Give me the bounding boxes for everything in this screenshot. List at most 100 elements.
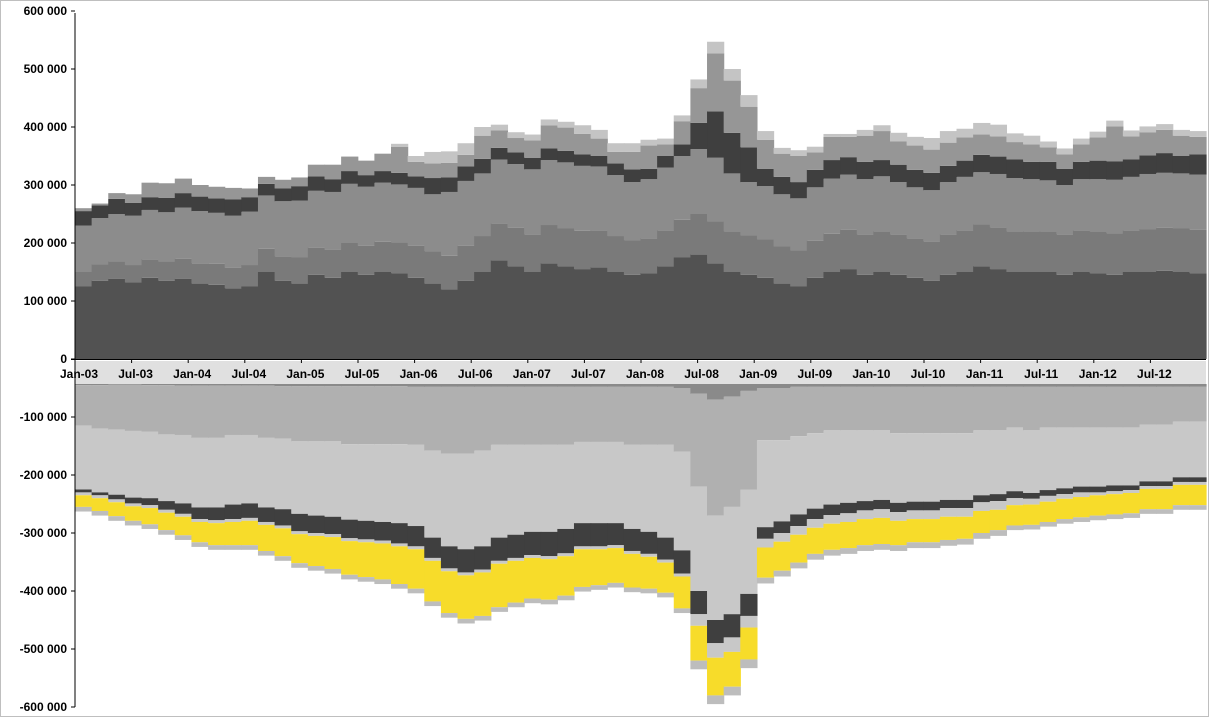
positive-bar-segment bbox=[573, 133, 592, 155]
positive-bar-segment bbox=[923, 138, 941, 150]
positive-bar-segment bbox=[673, 115, 691, 122]
positive-bar-segment bbox=[806, 169, 825, 188]
positive-bar-segment bbox=[124, 194, 143, 203]
positive-bar-segment bbox=[75, 208, 93, 212]
negative-bar-segment bbox=[307, 384, 326, 387]
negative-bar-segment bbox=[224, 504, 242, 520]
positive-bar-segment bbox=[224, 288, 242, 359]
positive-bar-segment bbox=[1089, 131, 1107, 138]
negative-bar-segment bbox=[590, 546, 608, 550]
negative-bar-segment bbox=[457, 453, 475, 550]
y-tick-label: 300 000 bbox=[24, 178, 68, 192]
positive-bar-segment bbox=[956, 176, 974, 231]
positive-bar-segment bbox=[490, 260, 509, 359]
positive-bar-segment bbox=[1122, 159, 1141, 177]
negative-bar-segment bbox=[291, 563, 309, 568]
negative-bar-segment bbox=[840, 521, 858, 549]
negative-bar-segment bbox=[274, 525, 292, 529]
positive-bar-segment bbox=[573, 269, 592, 359]
negative-bar-segment bbox=[1106, 491, 1124, 495]
positive-bar-segment bbox=[823, 178, 841, 234]
positive-bar-segment bbox=[208, 263, 226, 285]
positive-bar-segment bbox=[357, 175, 375, 187]
positive-bar-segment bbox=[158, 261, 176, 281]
positive-bar-segment bbox=[673, 156, 691, 220]
positive-bar-segment bbox=[224, 267, 242, 289]
negative-bar-segment bbox=[623, 444, 642, 529]
negative-bar-segment bbox=[124, 497, 143, 504]
positive-bar-segment bbox=[1039, 231, 1057, 272]
negative-bar-segment bbox=[391, 384, 409, 387]
negative-bar-segment bbox=[773, 541, 791, 571]
negative-bar-segment bbox=[474, 546, 492, 570]
positive-bar-segment bbox=[407, 156, 425, 162]
negative-bar-segment bbox=[573, 546, 592, 550]
negative-bar-segment bbox=[1156, 386, 1174, 425]
negative-bar-segment bbox=[973, 386, 991, 431]
negative-bar-segment bbox=[1172, 481, 1190, 485]
positive-bar-segment bbox=[540, 225, 558, 264]
negative-bar-segment bbox=[873, 499, 891, 510]
positive-bar-segment bbox=[889, 141, 908, 165]
negative-bar-segment bbox=[707, 515, 725, 620]
negative-bar-segment bbox=[257, 524, 276, 551]
negative-bar-segment bbox=[640, 553, 658, 557]
negative-bar-segment bbox=[191, 519, 209, 522]
x-tick-label: Jan-07 bbox=[513, 367, 551, 381]
positive-bar-segment bbox=[457, 180, 475, 246]
negative-bar-segment bbox=[640, 588, 658, 594]
negative-bar-segment bbox=[989, 530, 1008, 536]
negative-bar-segment bbox=[1056, 519, 1074, 524]
positive-bar-segment bbox=[1006, 178, 1024, 232]
negative-bar-segment bbox=[673, 388, 691, 452]
positive-bar-segment bbox=[740, 95, 758, 107]
positive-bar-segment bbox=[906, 169, 924, 188]
positive-bar-segment bbox=[956, 137, 974, 161]
positive-bar-segment bbox=[889, 182, 908, 235]
positive-bar-segment bbox=[923, 280, 941, 359]
negative-bar-segment bbox=[989, 386, 1008, 431]
negative-bar-segment bbox=[640, 384, 658, 387]
negative-bar-segment bbox=[873, 430, 891, 500]
negative-bar-segment bbox=[840, 513, 858, 522]
negative-bar-segment bbox=[607, 548, 625, 583]
positive-bar-segment bbox=[906, 277, 924, 359]
positive-bar-segment bbox=[1106, 120, 1124, 127]
positive-bar-segment bbox=[923, 172, 941, 191]
negative-bar-segment bbox=[174, 516, 193, 536]
negative-bar-segment bbox=[291, 513, 309, 532]
negative-bar-segment bbox=[590, 523, 608, 547]
positive-bar-segment bbox=[707, 111, 725, 158]
positive-bar-segment bbox=[939, 182, 958, 235]
positive-bar-segment bbox=[573, 125, 592, 134]
positive-bar-segment bbox=[939, 234, 958, 275]
positive-bar-segment bbox=[923, 149, 941, 173]
positive-bar-segment bbox=[856, 129, 874, 136]
positive-bar-segment bbox=[391, 143, 409, 147]
negative-bar-segment bbox=[1189, 477, 1207, 482]
y-tick-label: 600 000 bbox=[24, 4, 68, 18]
positive-bar-segment bbox=[124, 265, 143, 283]
negative-bar-segment bbox=[141, 498, 159, 506]
negative-bar-segment bbox=[540, 559, 558, 600]
negative-bar-segment bbox=[1106, 384, 1124, 387]
positive-bar-segment bbox=[956, 230, 974, 272]
positive-bar-segment bbox=[108, 214, 126, 262]
negative-bar-segment bbox=[1023, 430, 1041, 493]
negative-bar-segment bbox=[1172, 384, 1190, 387]
y-tick-label: -200 000 bbox=[20, 468, 68, 482]
positive-bar-segment bbox=[507, 132, 525, 139]
positive-bar-segment bbox=[973, 134, 991, 155]
positive-bar-segment bbox=[657, 138, 675, 145]
positive-bar-segment bbox=[158, 212, 176, 262]
positive-bar-segment bbox=[141, 197, 159, 210]
positive-bar-segment bbox=[690, 149, 708, 214]
negative-bar-segment bbox=[324, 384, 342, 387]
negative-bar-segment bbox=[840, 502, 858, 514]
positive-bar-segment bbox=[973, 154, 991, 173]
negative-bar-segment bbox=[906, 386, 924, 434]
positive-bar-segment bbox=[1023, 161, 1041, 180]
negative-bar-segment bbox=[158, 384, 176, 386]
positive-bar-segment bbox=[1089, 179, 1107, 232]
negative-bar-segment bbox=[324, 386, 342, 442]
